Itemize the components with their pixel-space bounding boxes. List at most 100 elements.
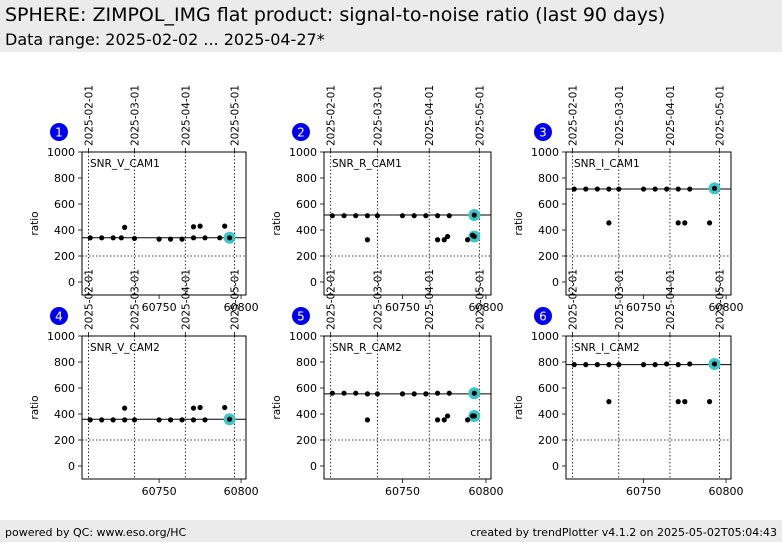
latest-point [471, 212, 477, 218]
data-point [594, 362, 600, 368]
data-point [465, 417, 471, 423]
y-tick-label: 600 [54, 382, 75, 395]
date-tick-label: 2025-02-01 [84, 269, 96, 330]
data-point [202, 235, 208, 241]
y-tick-label: 1000 [289, 330, 317, 343]
x-tick-label: 60800 [468, 485, 503, 498]
y-tick-label: 600 [296, 382, 317, 395]
data-point [110, 417, 116, 423]
data-point [441, 417, 447, 423]
data-point [167, 417, 174, 423]
panel-label: SNR_R_CAM2 [332, 342, 402, 354]
data-point [329, 390, 335, 396]
data-point [682, 399, 688, 405]
y-tick-label: 1000 [47, 146, 75, 159]
y-tick-label: 800 [296, 172, 317, 185]
data-point [571, 362, 577, 368]
y-tick-label: 200 [538, 434, 559, 447]
plot-frame [565, 151, 732, 296]
data-point [434, 213, 441, 219]
data-point [131, 235, 138, 242]
page-title: SPHERE: ZIMPOL_IMG flat product: signal-… [5, 4, 666, 26]
latest-point [711, 361, 718, 367]
data-point [606, 220, 612, 226]
latest-point [227, 416, 233, 422]
panel-number: 3 [539, 126, 547, 140]
date-tick-label: 2025-02-01 [84, 85, 96, 146]
y-tick-label: 400 [54, 408, 75, 421]
panel-badge [292, 123, 310, 141]
data-point [118, 235, 124, 241]
plot-frame [565, 335, 732, 480]
y-tick-label: 400 [538, 224, 559, 237]
data-point [583, 362, 589, 368]
data-point [179, 236, 185, 242]
data-point [374, 213, 381, 219]
data-point [664, 361, 670, 367]
footer-generator: created by trendPlotter v4.1.2 on 2025-0… [470, 526, 777, 539]
x-tick-label: 60750 [142, 301, 177, 314]
y-tick-label: 800 [538, 356, 559, 369]
y-tick-label: 800 [54, 356, 75, 369]
data-point [222, 404, 228, 411]
panel-number: 5 [297, 310, 305, 324]
data-range-subtitle: Data range: 2025-02-02 ... 2025-04-27* [5, 30, 325, 49]
latest-point [471, 390, 477, 396]
data-point [353, 390, 359, 396]
x-tick-label: 60750 [385, 485, 420, 498]
plot-frame [81, 151, 247, 296]
y-tick-label: 0 [552, 276, 559, 289]
data-point [411, 213, 417, 219]
y-tick-label: 0 [552, 460, 559, 473]
panel-badge [50, 123, 68, 141]
data-point [122, 224, 128, 230]
date-tick-label: 2025-03-01 [129, 269, 141, 330]
latest-point [471, 233, 477, 240]
data-point [434, 390, 441, 396]
data-point [423, 213, 429, 219]
data-point [99, 417, 105, 423]
plot-frame [81, 335, 247, 480]
x-tick-label: 60750 [626, 485, 661, 498]
data-point [682, 220, 688, 226]
panel-number: 1 [55, 126, 63, 140]
date-tick-label: 2025-02-01 [568, 269, 580, 330]
y-tick-label: 600 [538, 198, 559, 211]
date-tick-label: 2025-03-01 [372, 269, 384, 330]
data-point [374, 391, 381, 397]
data-point [583, 186, 589, 192]
data-point [179, 417, 185, 423]
plot-frame [323, 335, 492, 480]
data-point [87, 235, 93, 241]
data-point [606, 186, 612, 192]
data-point [341, 213, 347, 219]
data-point [122, 405, 128, 411]
y-tick-label: 1000 [289, 146, 317, 159]
data-point [190, 417, 197, 423]
date-tick-label: 2025-04-01 [180, 269, 192, 330]
data-point [640, 362, 647, 368]
y-axis-label: ratio [271, 395, 283, 419]
data-point [652, 362, 658, 368]
y-tick-label: 600 [296, 198, 317, 211]
y-tick-label: 800 [296, 356, 317, 369]
date-tick-label: 2025-02-01 [326, 85, 338, 146]
footer-credit: powered by QC: www.eso.org/HC [5, 526, 187, 539]
data-point [364, 237, 371, 243]
data-point [706, 399, 713, 405]
data-point [197, 404, 203, 411]
latest-point [711, 185, 718, 191]
y-tick-label: 400 [296, 408, 317, 421]
x-tick-label: 60800 [224, 485, 259, 498]
date-tick-label: 2025-03-01 [614, 269, 626, 330]
y-tick-label: 0 [68, 276, 75, 289]
date-tick-label: 2025-04-01 [665, 85, 677, 146]
data-point [217, 235, 223, 241]
y-axis-label: ratio [29, 211, 41, 235]
y-tick-label: 1000 [531, 146, 559, 159]
y-axis-label: ratio [271, 211, 283, 235]
y-tick-label: 800 [54, 172, 75, 185]
data-point [364, 391, 371, 397]
data-point [156, 417, 162, 423]
